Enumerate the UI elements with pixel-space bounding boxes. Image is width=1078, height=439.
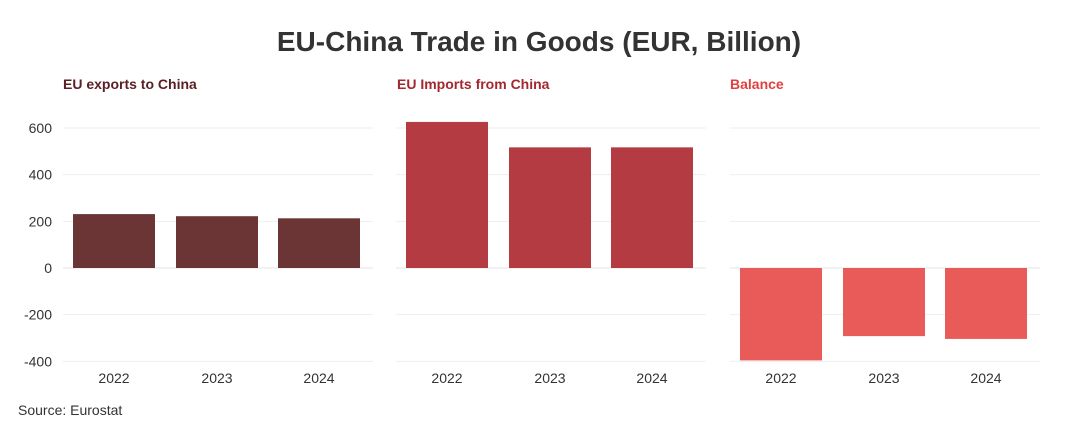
- y-tick-label: 0: [44, 260, 52, 276]
- source-note: Source: Eurostat: [18, 402, 123, 418]
- x-tick-label: 2023: [868, 370, 899, 386]
- x-tick-label: 2022: [765, 370, 796, 386]
- bar-2022: [740, 268, 822, 361]
- x-tick-label: 2024: [970, 370, 1001, 386]
- x-tick-label: 2022: [98, 370, 129, 386]
- y-tick-label: 200: [29, 213, 53, 229]
- x-tick-label: 2024: [303, 370, 334, 386]
- x-tick-label: 2023: [201, 370, 232, 386]
- bar-2024: [278, 218, 360, 268]
- x-tick-label: 2023: [534, 370, 565, 386]
- bar-2023: [509, 147, 591, 268]
- x-tick-label: 2024: [636, 370, 667, 386]
- bar-2022: [73, 214, 155, 268]
- x-tick-label: 2022: [431, 370, 462, 386]
- y-tick-label: -400: [24, 353, 52, 369]
- bar-2024: [611, 147, 693, 268]
- y-tick-label: 400: [29, 167, 53, 183]
- bar-2023: [176, 216, 258, 268]
- panel-title-exports: EU exports to China: [63, 76, 197, 92]
- chart-title: EU-China Trade in Goods (EUR, Billion): [276, 26, 802, 57]
- y-tick-label: -200: [24, 307, 52, 323]
- bar-2022: [406, 121, 488, 268]
- y-tick-label: 600: [29, 120, 53, 136]
- bar-2024: [945, 268, 1027, 339]
- panel-title-imports: EU Imports from China: [397, 76, 550, 92]
- panel-title-balance: Balance: [730, 76, 784, 92]
- bar-2023: [843, 268, 925, 337]
